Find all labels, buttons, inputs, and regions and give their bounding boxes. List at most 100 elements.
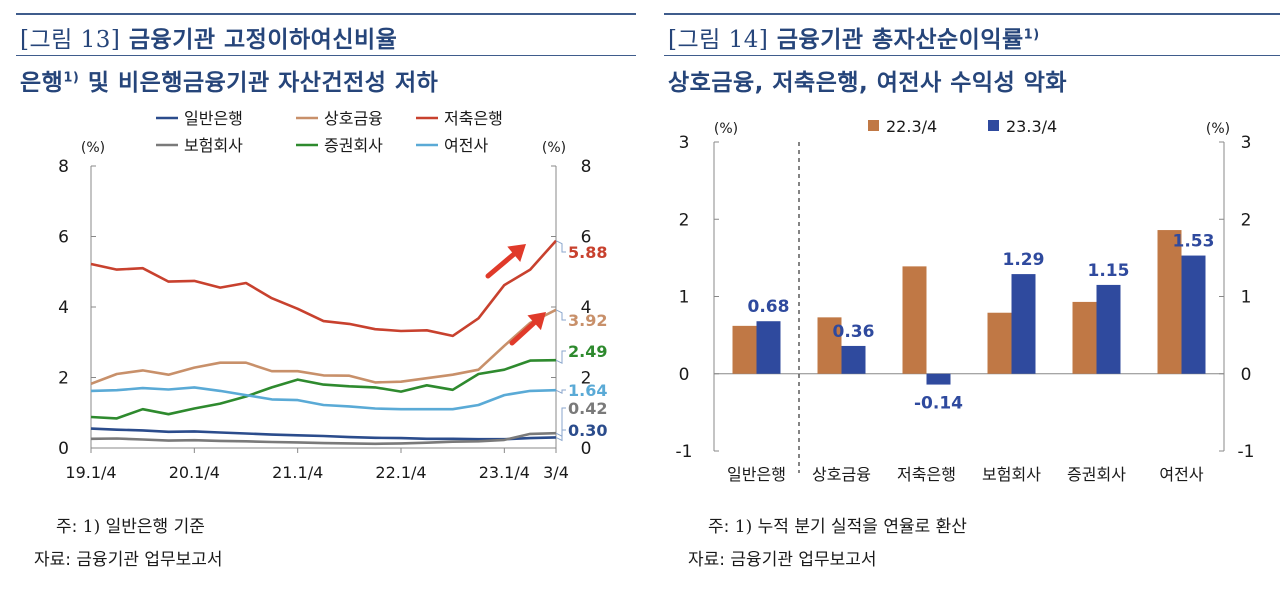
bar-data-label: 1.15 xyxy=(1088,261,1130,281)
end-label-leader xyxy=(555,309,566,321)
end-label: 2.49 xyxy=(568,342,607,361)
bar-23.3/4 xyxy=(756,321,781,374)
right-figure: [그림 14] 금융기관 총자산순이익률1) 상호금융, 저축은행, 여전사 수… xyxy=(664,0,1280,590)
end-label-leader xyxy=(555,240,566,253)
left-note-num: 1) xyxy=(82,517,101,537)
end-label: 1.64 xyxy=(568,381,607,400)
left-figure-number: [그림 13] xyxy=(20,27,121,53)
bar-23.3/4 xyxy=(1181,255,1206,374)
right-note-text: 누적 분기 실적을 연율로 환산 xyxy=(757,517,967,537)
right-title-text: 금융기관 총자산순이익률 xyxy=(776,27,1024,53)
right-note-label: 주: xyxy=(708,517,730,537)
y-tick-label-right: 4 xyxy=(581,298,592,318)
bar-data-label: -0.14 xyxy=(914,394,963,414)
bar-22.3/4 xyxy=(817,317,842,374)
end-label-leader xyxy=(555,389,566,394)
right-title-line2: 상호금융, 저축은행, 여전사 수익성 악화 xyxy=(668,70,1068,96)
end-label-leader xyxy=(555,350,566,365)
y-tick-label-right: 6 xyxy=(581,228,592,248)
y-tick-label-left: 6 xyxy=(58,228,69,248)
legend-swatch xyxy=(868,120,879,131)
title-top-rule xyxy=(664,13,1280,15)
right-title-line1: [그림 14] 금융기관 총자산순이익률1) xyxy=(668,20,1040,54)
y-tick-label-left: 8 xyxy=(58,157,69,177)
bar-22.3/4 xyxy=(902,266,927,374)
bar-23.3/4 xyxy=(1011,274,1036,374)
y-tick-label-left: 4 xyxy=(58,298,69,318)
legend-label: 저축은행 xyxy=(444,109,503,128)
y-tick-label-right: 8 xyxy=(581,157,592,177)
x-category-label: 보험회사 xyxy=(982,465,1041,484)
legend-label: 보험회사 xyxy=(184,136,243,155)
right-note: 주: 1) 누적 분기 실적을 연율로 환산 xyxy=(708,512,967,537)
y-tick-label-left: -1 xyxy=(676,442,693,462)
bar-22.3/4 xyxy=(732,325,757,374)
trend-arrow-shaft xyxy=(485,249,519,279)
series-line-일반은행 xyxy=(90,427,557,441)
y-unit-left: (%) xyxy=(81,140,105,156)
y-unit-right: (%) xyxy=(1206,121,1230,137)
left-note: 주: 1) 일반은행 기준 xyxy=(56,512,205,537)
y-tick-label-right: 3 xyxy=(1241,133,1252,153)
left-figure: [그림 13] 금융기관 고정이하여신비율 은행1) 및 비은행금융기관 자산건… xyxy=(16,0,636,590)
left-title-text: 금융기관 고정이하여신비율 xyxy=(128,27,398,53)
x-tick-label: 21.1/4 xyxy=(272,463,323,482)
bar-22.3/4 xyxy=(987,312,1012,374)
bar-data-label: 1.53 xyxy=(1173,232,1215,252)
y-tick-label-left: 3 xyxy=(679,133,690,153)
left-title-line2: 은행1) 및 비은행금융기관 자산건전성 저하 xyxy=(20,63,438,97)
bar-data-label: 0.68 xyxy=(748,297,790,317)
y-tick-label-left: 2 xyxy=(679,210,690,230)
right-title-sup: 1) xyxy=(1023,27,1040,43)
y-unit-left: (%) xyxy=(714,121,738,137)
bar-22.3/4 xyxy=(1072,301,1097,374)
left-source: 자료: 금융기관 업무보고서 xyxy=(34,550,223,570)
x-category-label: 저축은행 xyxy=(897,465,956,484)
title-mid-rule xyxy=(664,55,1280,56)
x-tick-label: 19.1/4 xyxy=(65,463,116,482)
bar-23.3/4 xyxy=(1096,284,1121,374)
legend-label: 일반은행 xyxy=(184,109,243,128)
bar-23.3/4 xyxy=(926,373,951,385)
left-note-text: 일반은행 기준 xyxy=(105,517,205,537)
bar-22.3/4 xyxy=(1157,230,1182,374)
y-unit-right: (%) xyxy=(542,140,566,156)
title-mid-rule xyxy=(16,55,636,56)
series-line-저축은행 xyxy=(90,239,557,338)
left-title2-text: 은행 xyxy=(20,70,64,96)
right-source: 자료: 금융기관 업무보고서 xyxy=(688,550,877,570)
legend-label: 23.3/4 xyxy=(1006,117,1057,136)
bar-data-label: 0.36 xyxy=(833,322,875,342)
y-tick-label-left: 2 xyxy=(58,369,69,389)
left-title-line1: [그림 13] 금융기관 고정이하여신비율 xyxy=(20,20,397,54)
left-title2-rest: 및 비은행금융기관 자산건전성 저하 xyxy=(87,70,439,96)
end-label: 0.30 xyxy=(568,421,607,440)
y-tick-label-left: 0 xyxy=(58,439,69,459)
end-label: 3.92 xyxy=(568,311,607,330)
bar-chart: 22.3/4 23.3/4 (%) (%) -1 -1 0 0 1 1 2 2 3 3 일반은행 0.68 상호… xyxy=(676,117,1255,484)
bar-data-label: 1.29 xyxy=(1003,250,1045,270)
series-line-상호금융 xyxy=(90,308,557,386)
x-tick-label: 22.1/4 xyxy=(375,463,426,482)
title-top-rule xyxy=(16,13,636,15)
x-tick-label: 20.1/4 xyxy=(169,463,220,482)
right-figure-number: [그림 14] xyxy=(668,27,769,53)
series-line-여전사 xyxy=(90,386,557,411)
y-tick-label-right: 2 xyxy=(1241,210,1252,230)
series-line-보험회사 xyxy=(90,431,557,446)
x-category-label: 여전사 xyxy=(1159,465,1203,484)
end-label-leader xyxy=(555,407,566,438)
trend-arrow-head xyxy=(507,244,526,262)
x-tick-label: 23.1/4 xyxy=(479,463,530,482)
y-tick-label-left: 1 xyxy=(679,288,690,308)
y-tick-label-right: 2 xyxy=(581,369,592,389)
legend-label: 여전사 xyxy=(444,136,488,155)
x-category-label: 일반은행 xyxy=(727,465,786,484)
trend-arrow-shaft xyxy=(509,317,540,346)
left-note-label: 주: xyxy=(56,517,78,537)
y-tick-label-right: 0 xyxy=(581,439,592,459)
legend-label: 상호금융 xyxy=(324,109,383,128)
y-tick-label-left: 0 xyxy=(679,365,690,385)
left-title2-sup: 1) xyxy=(63,70,80,86)
